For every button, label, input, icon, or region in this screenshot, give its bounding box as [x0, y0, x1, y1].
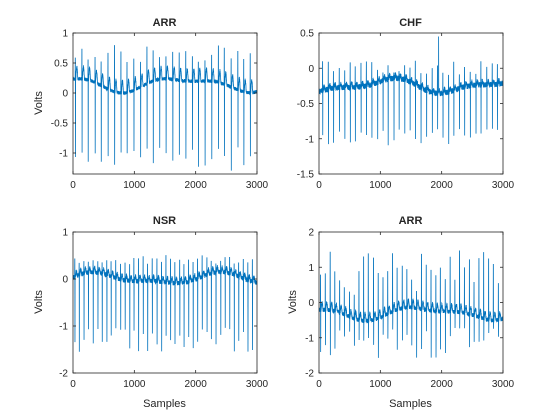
y-tick-label: -1	[59, 149, 68, 160]
x-tick-label: 2000	[431, 180, 454, 191]
y-axis-label: Volts	[287, 290, 299, 314]
x-tick-label: 2000	[431, 379, 454, 390]
x-tick-label: 2000	[185, 379, 208, 390]
x-tick-label: 0	[70, 180, 76, 191]
y-axis-label: Volts	[33, 290, 45, 314]
y-tick-label: 0	[308, 298, 314, 309]
x-tick-label: 1000	[123, 379, 146, 390]
chart-panel-3: NSR Volts Samples 0 1000 2000 3000 1 0 -1 -2	[33, 215, 269, 410]
y-tick-label: 1	[308, 263, 314, 274]
x-tick-label: 0	[70, 379, 76, 390]
signal-line	[73, 255, 257, 352]
chart-panel-2: CHF 0 1000 2000 3000 0.5 0 -0.5 -1 -1.5	[297, 17, 515, 191]
signal-line	[319, 36, 503, 146]
signal-line	[73, 45, 257, 171]
axes-box	[72, 32, 258, 175]
y-axis-label: Volts	[33, 91, 45, 115]
y-tick-label: 0	[62, 275, 68, 286]
x-tick-label: 0	[316, 379, 322, 390]
chart-panel-4: ARR Volts Samples 0 1000 2000 3000 2 1 0 -1 -2	[287, 215, 515, 410]
y-tick-label: -1	[305, 134, 314, 145]
axes-box	[318, 231, 504, 374]
chart-title: ARR	[399, 215, 423, 227]
y-tick-label: 2	[308, 228, 314, 239]
x-tick-label: 2000	[185, 180, 208, 191]
chart-panel-1: ARR Volts 0 1000 2000 3000 1 0.5 0 -0.5 -1	[33, 17, 269, 191]
y-tick-label: -0.5	[51, 119, 69, 130]
y-tick-label: 0	[62, 89, 68, 100]
chart-title: NSR	[153, 215, 176, 227]
y-tick-label: -2	[305, 369, 314, 380]
axes-box	[318, 32, 504, 175]
y-tick-label: 0	[308, 64, 314, 75]
y-tick-label: -1	[305, 333, 314, 344]
x-tick-label: 3000	[246, 180, 269, 191]
y-tick-label: -0.5	[297, 99, 315, 110]
x-axis-label: Samples	[389, 398, 432, 410]
y-tick-label: 0.5	[54, 59, 68, 70]
x-tick-label: 3000	[492, 379, 515, 390]
axes-box	[72, 231, 258, 374]
x-axis-label: Samples	[143, 398, 186, 410]
x-tick-label: 1000	[123, 180, 146, 191]
x-tick-label: 0	[316, 180, 322, 191]
chart-title: CHF	[399, 17, 422, 29]
x-tick-label: 3000	[492, 180, 515, 191]
signal-line	[319, 250, 503, 358]
chart-title: ARR	[153, 17, 177, 29]
x-tick-label: 3000	[246, 379, 269, 390]
x-tick-label: 1000	[369, 180, 392, 191]
y-tick-label: -2	[59, 369, 68, 380]
y-tick-label: 1	[62, 228, 68, 239]
y-tick-label: 0.5	[300, 29, 314, 40]
x-tick-label: 1000	[369, 379, 392, 390]
y-tick-label: -1	[59, 322, 68, 333]
y-tick-label: 1	[62, 29, 68, 40]
y-tick-label: -1.5	[297, 170, 315, 181]
